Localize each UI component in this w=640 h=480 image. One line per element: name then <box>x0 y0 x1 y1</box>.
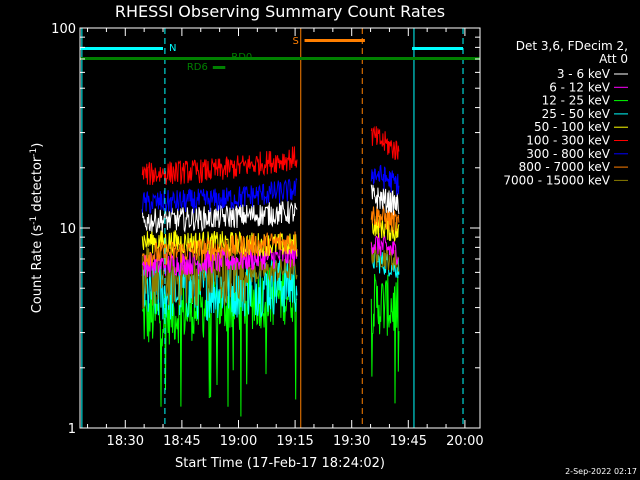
x-tick-label: 18:30 <box>107 434 144 449</box>
legend-label: 3 - 6 keV <box>557 67 611 81</box>
y-label-main: Count Rate (s <box>30 225 45 314</box>
legend-label: 25 - 50 keV <box>542 107 611 121</box>
y-label-sup1: -1 <box>29 216 39 225</box>
series-trace-7000-15000- <box>370 241 400 273</box>
night-flag-label: N <box>169 43 176 54</box>
rd6-flag-label: RD6 <box>187 62 208 73</box>
x-tick-label: 19:30 <box>333 434 370 449</box>
legend-label: 7000 - 15000 keV <box>503 173 610 187</box>
series-trace-100-300- <box>370 125 400 160</box>
series-trace-6-12- <box>370 233 400 265</box>
series-trace-300-800- <box>141 177 298 214</box>
y-axis-label: Count Rate (s-1 detector-1) <box>29 143 45 314</box>
series-trace-12-25- <box>370 273 400 404</box>
rd6-flag-bar <box>212 66 226 69</box>
series-trace-100-300- <box>141 146 298 185</box>
rd0-flag-label: RD0 <box>231 52 252 63</box>
axis-layer: 18:30 18:45 19:00 19:15 19:30 19:45 20:00 1 10 10… <box>51 22 483 449</box>
x-tick-label: 20:00 <box>446 434 483 449</box>
night-flag-bar-0 <box>80 47 164 50</box>
night-flag-bar-1 <box>412 47 464 50</box>
x-tick-label: 19:45 <box>390 434 427 449</box>
x-axis-label: Start Time (17-Feb-17 18:24:02) <box>175 456 385 471</box>
legend-label: 100 - 300 keV <box>526 134 610 148</box>
x-tick-label: 19:00 <box>220 434 257 449</box>
timestamp: 2-Sep-2022 02:17 <box>565 467 637 476</box>
series-trace-3-6- <box>141 201 298 234</box>
series-trace-800-7000- <box>141 231 298 267</box>
flag-layer: N S RD0 RD6 <box>80 28 480 428</box>
plot-frame <box>79 27 481 429</box>
legend-label: 300 - 800 keV <box>526 147 610 161</box>
legend-label: 50 - 100 keV <box>534 120 611 134</box>
legend-header-line1: Det 3,6, FDecim 2, <box>516 39 628 53</box>
y-tick-label: 100 <box>51 22 76 37</box>
chart-title: RHESSI Observing Summary Count Rates <box>115 2 445 21</box>
y-label-end: ) <box>30 143 45 148</box>
y-tick-label: 10 <box>59 222 76 237</box>
x-tick-label: 18:45 <box>163 434 200 449</box>
series-trace-3-6- <box>370 184 400 216</box>
legend-label: 12 - 25 keV <box>542 94 611 108</box>
x-tick-label: 19:15 <box>276 434 313 449</box>
data-layer <box>141 125 400 417</box>
y-label-mid: detector <box>30 156 45 216</box>
series-trace-300-800- <box>370 164 400 196</box>
y-label-sup2: -1 <box>29 148 39 157</box>
legend-label: 800 - 7000 keV <box>519 160 611 174</box>
series-trace-12-25- <box>141 265 298 417</box>
series-trace-800-7000- <box>370 206 400 234</box>
rd0-flag-bar <box>80 57 480 60</box>
legend-header-line2: Att 0 <box>599 52 628 66</box>
saa-flag-bar <box>304 39 365 42</box>
legend-label: 6 - 12 keV <box>549 80 611 94</box>
saa-flag-label: S <box>293 36 299 47</box>
y-tick-label: 1 <box>68 422 76 437</box>
